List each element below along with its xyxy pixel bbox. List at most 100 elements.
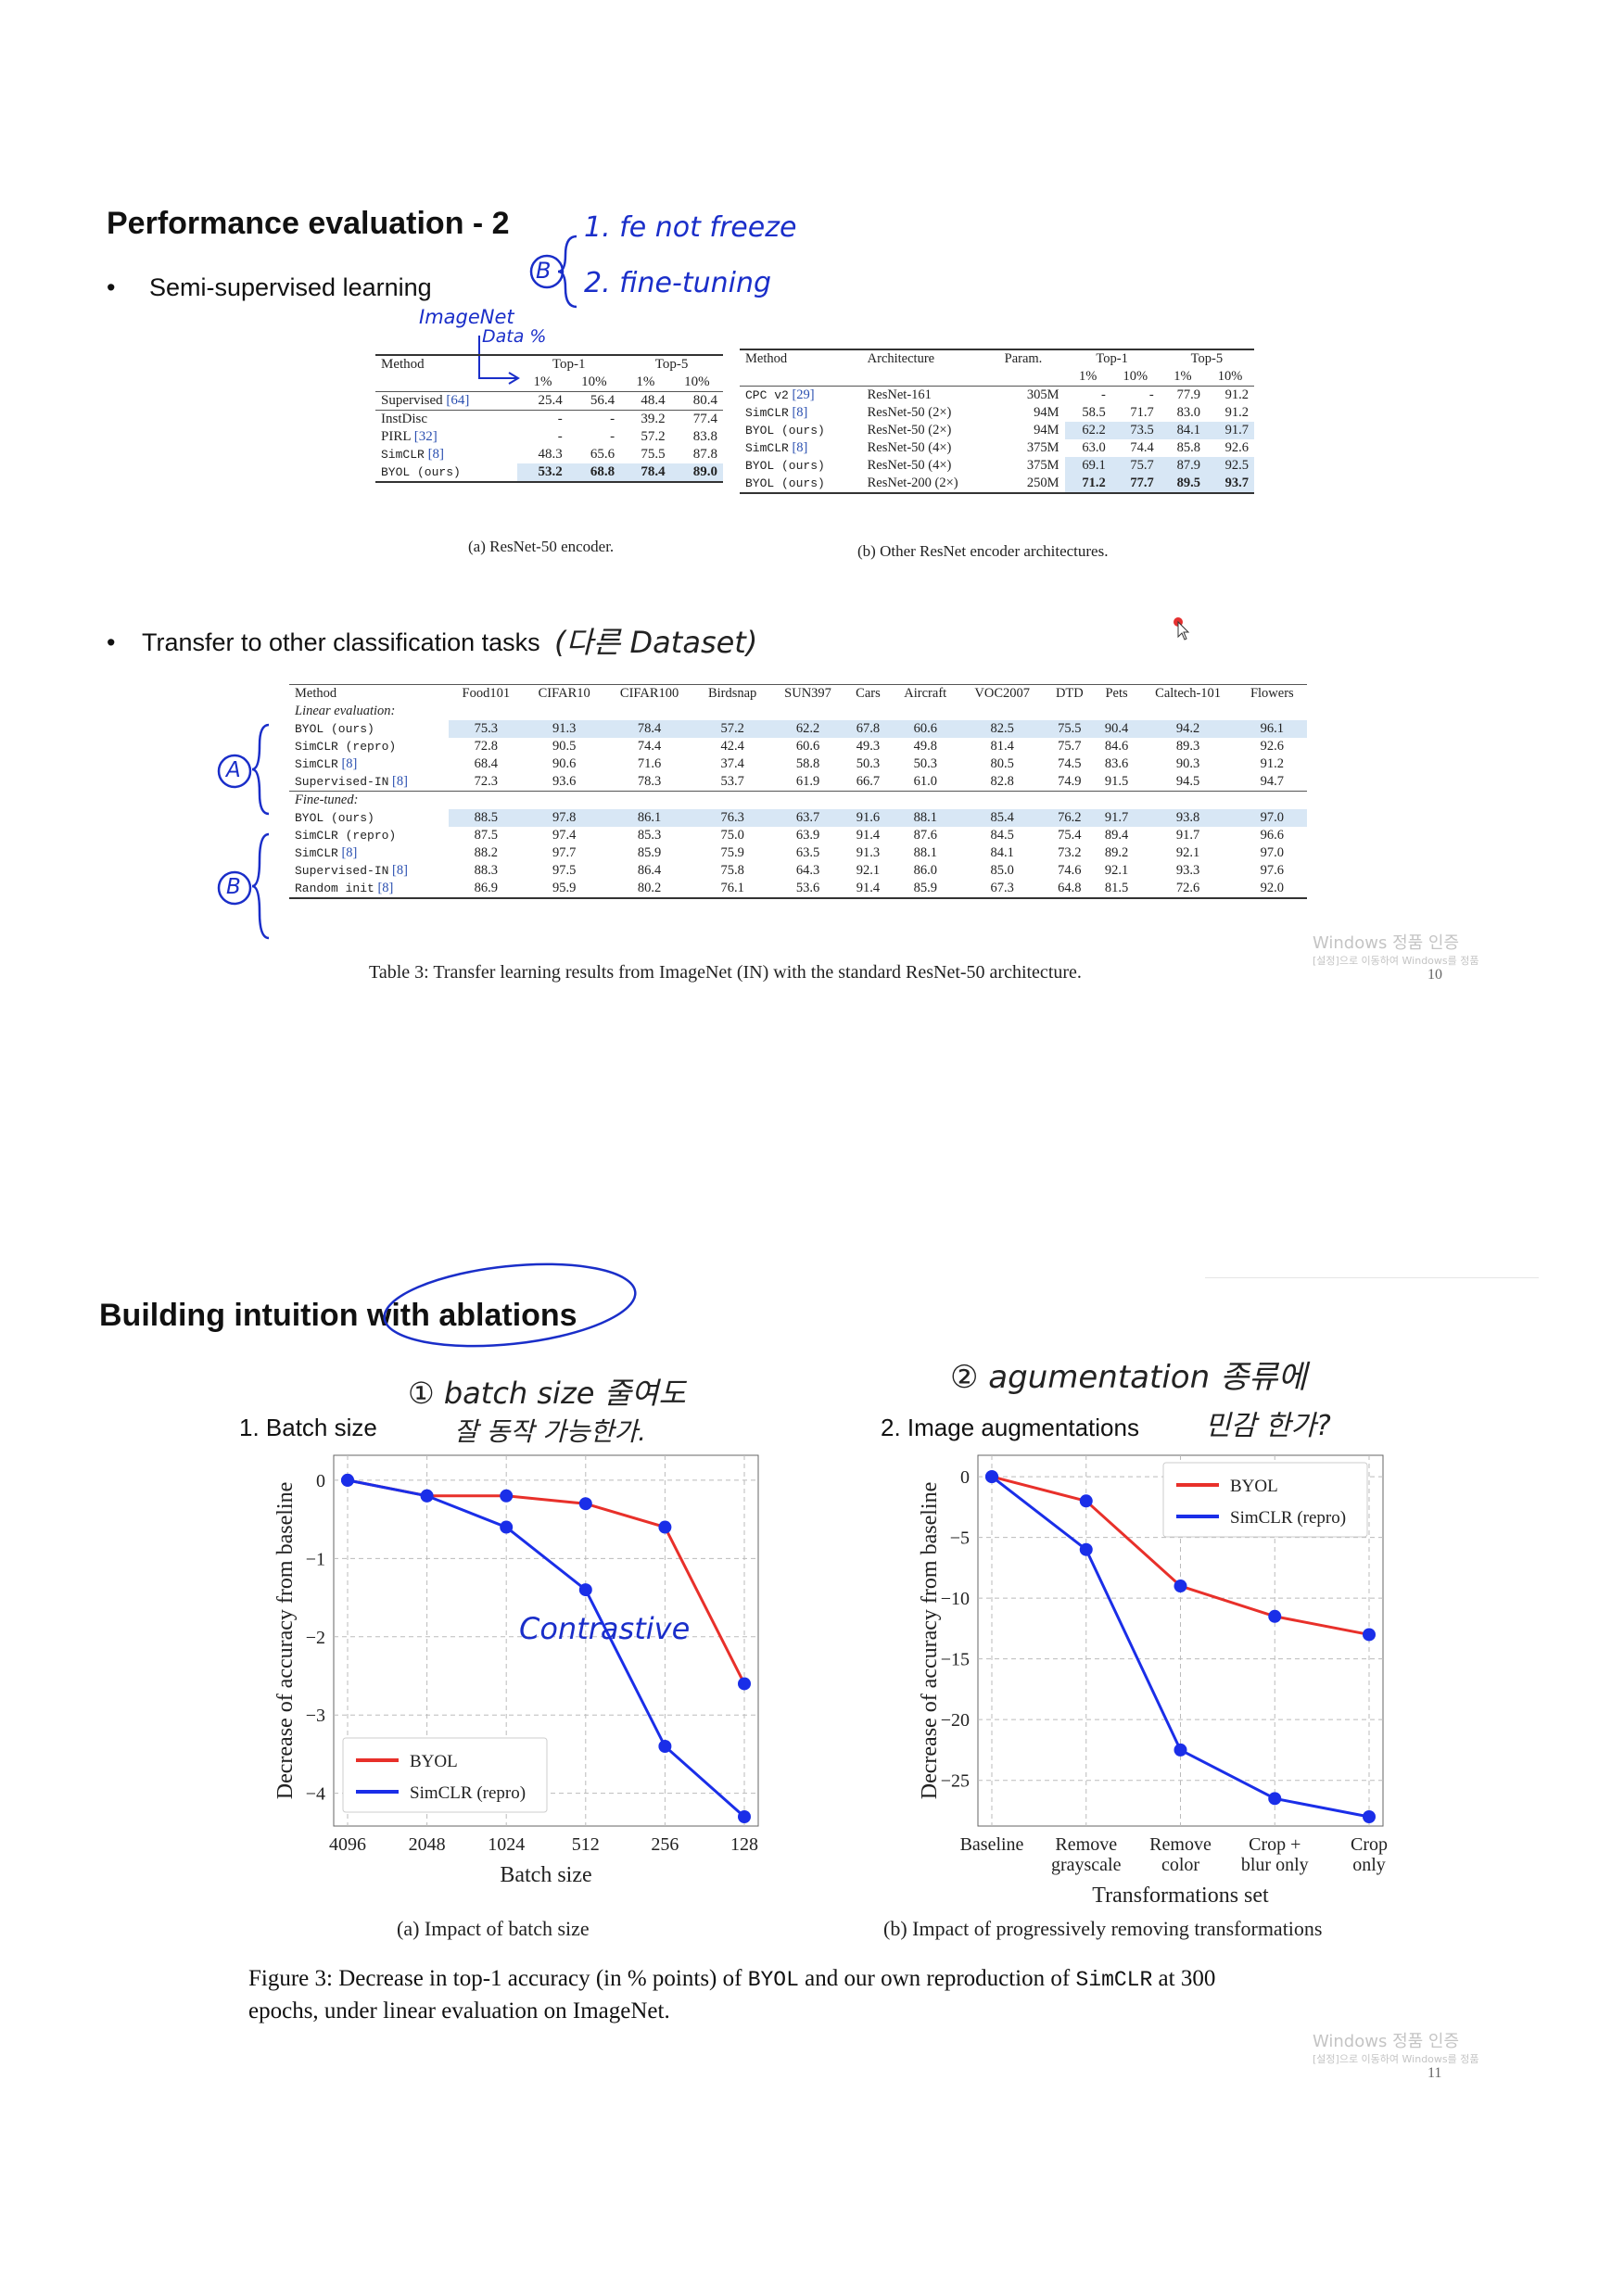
data-point	[985, 1470, 998, 1484]
annotation-brace-b	[529, 235, 577, 309]
table-a-header-1pct-b: 1%	[636, 374, 655, 389]
table-row: SimCLR [8] 68.4 90.6 71.6 37.4 58.8 50.3 50.3 80…	[295, 756, 1285, 771]
table-row: SimCLR [8] 48.3 65.6 75.5 87.8	[381, 447, 717, 462]
legend-entry: SimCLR (repro)	[1230, 1508, 1346, 1528]
table-row: SimCLR (repro) 72.8 90.5 74.4 42.4 60.6 49.3 4…	[295, 739, 1285, 754]
bullet-semi-supervised-text: Semi-supervised learning	[149, 273, 432, 301]
table-a-header-method: Method	[381, 357, 425, 372]
data-point	[1174, 1579, 1187, 1593]
y-tick-label: −15	[941, 1650, 970, 1670]
annotation-side-b: B	[226, 875, 241, 899]
table3-col-4: Birdsnap	[707, 686, 757, 701]
data-point	[500, 1520, 514, 1534]
data-point	[500, 1489, 514, 1503]
table3-col-12: Flowers	[1250, 686, 1294, 701]
table3-linear-label: Linear evaluation:	[295, 704, 396, 718]
annotation-line1: 1. fe not freeze	[584, 211, 797, 244]
table-row: BYOL (ours) 53.2 68.8 78.4 89.0	[375, 463, 723, 482]
series-line-byol	[347, 1478, 746, 1685]
data-point	[658, 1740, 672, 1753]
x-tick-label: 256	[651, 1834, 679, 1855]
table-row: Supervised-IN [8] 88.3 97.5 86.4 75.8 64.3 92.…	[295, 863, 1285, 878]
table-row: BYOL (ours) 88.5 97.8 86.1 76.3 63.7 91.6 88.1…	[289, 809, 1307, 827]
x-tick-label: grayscale	[1051, 1855, 1122, 1875]
y-tick-label: −1	[306, 1549, 325, 1569]
table-a-resnet50: Method Top-1 Top-5 1% 10% 1% 10% Supervi…	[375, 354, 723, 483]
table3-caption: Table 3: Transfer learning results from …	[369, 962, 1082, 983]
annotation-dataset: (다른 Dataset)	[554, 625, 758, 660]
table-a-header-top1: Top-1	[552, 357, 586, 372]
data-point	[1363, 1810, 1376, 1823]
y-tick-label: 0	[316, 1471, 325, 1491]
bullet-transfer-text: Transfer to other classification tasks	[142, 628, 540, 656]
annotation-contrastive: Contrastive	[519, 1611, 691, 1646]
y-tick-label: −20	[941, 1710, 970, 1731]
table-a-caption: (a) ResNet-50 encoder.	[468, 538, 615, 555]
data-point	[1174, 1743, 1187, 1757]
data-point	[1268, 1609, 1282, 1623]
table-a-header-10pct: 10%	[581, 374, 607, 389]
annotation-data-pct: Data %	[482, 326, 547, 347]
y-tick-label: 0	[960, 1467, 970, 1488]
x-tick-label: Baseline	[960, 1834, 1024, 1855]
x-tick-label: only	[1352, 1855, 1386, 1875]
table-row: Random init [8] 86.9 95.9 80.2 76.1 53.6 91.4 8…	[289, 880, 1307, 898]
x-tick-label: color	[1161, 1855, 1199, 1875]
table-row: SimCLR (repro) 87.5 97.4 85.3 75.0 63.9 91.4 8…	[295, 828, 1285, 843]
table-a-header-10pct-b: 10%	[684, 374, 710, 389]
data-point	[658, 1520, 672, 1534]
table-row: PIRL [32] - -57.2 83.8	[381, 429, 717, 444]
watermark2-line1: Windows 정품 인증	[1313, 2032, 1460, 2051]
table-row: BYOL (ours) ResNet-200 (2×) 250M 71.2 77.7…	[740, 475, 1254, 493]
table3-col-11: Caltech-101	[1155, 686, 1222, 701]
label-batch-size: 1. Batch size	[239, 1414, 377, 1441]
x-tick-label: blur only	[1241, 1855, 1309, 1875]
annotation-line2: 2. fine-tuning	[584, 267, 772, 299]
data-point	[578, 1583, 592, 1597]
watermark-line1: Windows 정품 인증	[1313, 933, 1460, 953]
legend-entry: SimCLR (repro)	[410, 1783, 526, 1803]
y-axis-label: Decrease of accuracy from baseline	[918, 1482, 942, 1799]
plot-frame	[333, 1454, 759, 1827]
y-tick-label: −25	[941, 1771, 970, 1792]
table3-col-7: Aircraft	[904, 686, 947, 701]
annotation-aug-line1: ② agumentation 종류에	[950, 1359, 1307, 1396]
x-axis-label: Batch size	[500, 1863, 591, 1887]
page-number-11: 11	[1427, 2065, 1442, 2081]
table3-col-1: Food101	[462, 686, 511, 701]
table-row: Supervised-IN [8] 72.3 93.6 78.3 53.7 61.9 66.…	[295, 774, 1285, 789]
annotation-aug-line2: 민감 한가?	[1205, 1410, 1331, 1442]
y-tick-label: −3	[306, 1706, 325, 1726]
table3-transfer: Method Food101 CIFAR10 CIFAR100 Birdsnap SUN3…	[289, 684, 1307, 899]
data-point	[578, 1497, 592, 1511]
table-row: InstDisc - -39.2 77.4	[375, 410, 723, 429]
table-row: BYOL (ours) 75.3 91.3 78.4 57.2 62.2 67.8 60.6…	[289, 720, 1307, 738]
annotation-arrow	[478, 336, 520, 385]
data-point	[1079, 1494, 1093, 1508]
figure3-caption: Figure 3: Decrease in top-1 accuracy (in…	[248, 1966, 1216, 2023]
annotation-batch-line2: 잘 동작 가능한가.	[454, 1416, 647, 1447]
table-row: SimCLR [8] ResNet-50 (4×) 375M 63.0 74.4 85…	[745, 440, 1249, 455]
y-tick-label: −4	[306, 1784, 325, 1805]
annotation-side-a: A	[226, 758, 241, 782]
table3-col-8: VOC2007	[974, 686, 1031, 701]
label-image-augmentations: 2. Image augmentations	[881, 1414, 1139, 1441]
x-tick-label: Remove	[1149, 1834, 1212, 1855]
table3-col-2: CIFAR10	[538, 686, 590, 701]
table-a-header-1pct: 1%	[533, 374, 552, 389]
annotation-imagenet: ImageNet	[419, 306, 514, 328]
bullet-transfer: • Transfer to other classification tasks	[107, 628, 540, 656]
table3-fine-label: Fine-tuned:	[289, 791, 1307, 809]
table3-col-5: SUN397	[784, 686, 831, 701]
data-point	[738, 1810, 751, 1823]
annotation-side-braces	[217, 723, 270, 940]
chart-batch-size: 0 −1 −2 −3 −4 4096 2048 1024 512 256 128 Batch size…	[273, 1454, 759, 1887]
page-number-10: 10	[1427, 967, 1442, 983]
x-axis-label: Transformations set	[1092, 1884, 1269, 1908]
table-row: Supervised [64] 25.4 56.4 48.4 80.4	[375, 391, 723, 411]
annotation-title-ellipse	[383, 1262, 637, 1348]
x-tick-label: 512	[572, 1834, 600, 1855]
slide-divider	[1205, 1277, 1539, 1278]
cursor-icon	[1174, 617, 1190, 641]
